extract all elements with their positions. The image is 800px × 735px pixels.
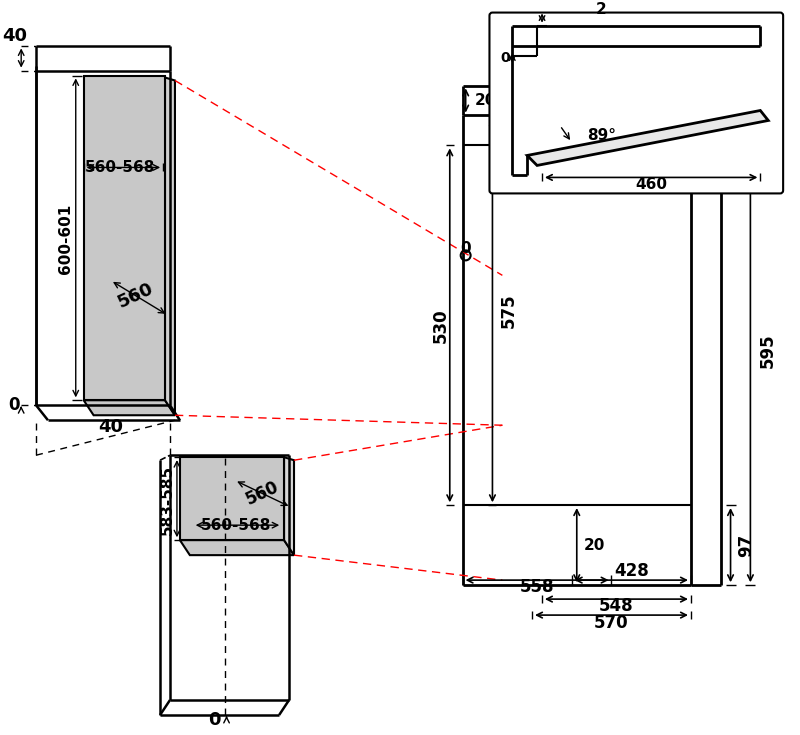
Polygon shape [84, 76, 165, 401]
Text: 560-568: 560-568 [202, 517, 272, 533]
Text: 428: 428 [614, 562, 649, 580]
Text: 558: 558 [520, 578, 554, 596]
FancyBboxPatch shape [490, 12, 783, 193]
Text: 595: 595 [758, 333, 776, 368]
Polygon shape [84, 401, 175, 415]
Text: 2: 2 [596, 2, 607, 17]
Text: 0: 0 [9, 396, 20, 415]
Text: 575: 575 [499, 293, 518, 328]
Text: 0: 0 [460, 241, 471, 256]
Text: 530: 530 [432, 308, 450, 343]
Text: 583-585: 583-585 [159, 465, 174, 535]
Text: 40: 40 [98, 418, 123, 437]
Text: 40: 40 [2, 26, 26, 45]
Text: 0: 0 [501, 51, 510, 65]
Polygon shape [165, 77, 175, 415]
Text: 570: 570 [594, 614, 629, 632]
Text: 20: 20 [584, 537, 605, 553]
Text: 560: 560 [243, 478, 282, 509]
Polygon shape [180, 540, 294, 555]
Text: 460: 460 [635, 177, 667, 192]
Text: 548: 548 [599, 597, 634, 615]
Polygon shape [284, 457, 294, 555]
Text: 595: 595 [632, 95, 666, 112]
Text: 89°: 89° [587, 128, 616, 143]
Polygon shape [527, 110, 768, 165]
Polygon shape [180, 457, 284, 540]
Text: 97: 97 [738, 534, 755, 557]
Text: 20: 20 [474, 93, 496, 108]
Text: 560: 560 [114, 279, 156, 312]
Text: 560-568: 560-568 [86, 160, 155, 175]
Text: 0: 0 [208, 711, 221, 729]
Text: 600-601: 600-601 [58, 204, 74, 273]
